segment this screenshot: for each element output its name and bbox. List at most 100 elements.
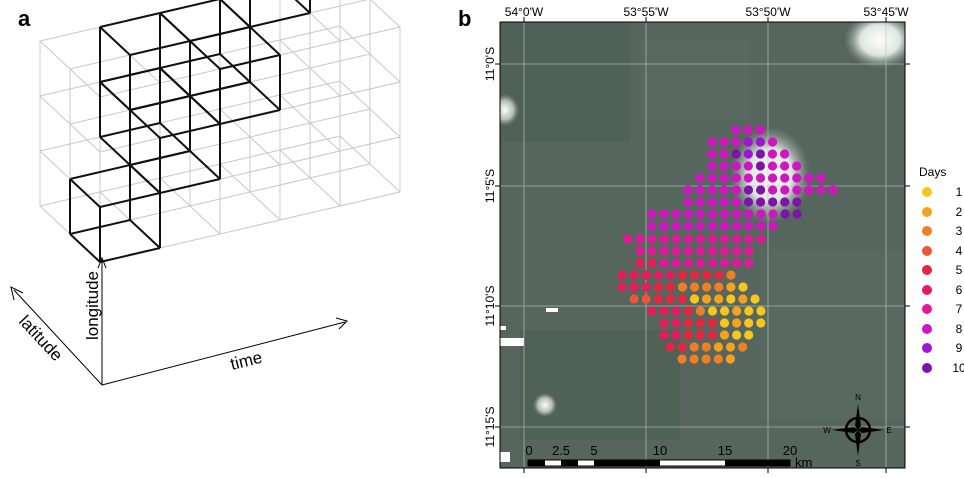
legend-item: 6 (919, 281, 964, 299)
fire-dot (714, 282, 724, 292)
fire-dot (804, 173, 814, 183)
fire-dot (792, 173, 802, 183)
fire-dot (713, 354, 723, 364)
fire-dot (732, 330, 742, 340)
fire-dot (731, 197, 742, 207)
fire-dot (683, 221, 693, 231)
fire-dot (720, 234, 730, 244)
fire-dot (738, 294, 748, 304)
legend-item: 10 (919, 359, 964, 377)
fire-dot (780, 209, 790, 219)
legend-label: 6 (955, 282, 963, 297)
fire-dot (720, 246, 730, 256)
fire-dot (714, 270, 724, 280)
fire-dot (707, 161, 717, 171)
fire-dot (671, 330, 681, 340)
scale-tick-label: 2.5 (552, 443, 570, 458)
fire-dot (671, 221, 681, 231)
legend-item: 5 (919, 261, 964, 279)
legend-title: Days (919, 165, 947, 179)
fire-dot (816, 185, 826, 195)
fire-dot (731, 149, 741, 159)
lon-tick-label: 53°45'W (863, 5, 909, 19)
fire-dot (768, 197, 778, 207)
fire-dot (708, 234, 718, 244)
fire-dot (696, 234, 706, 244)
fire-dot (659, 306, 669, 316)
fire-dot (671, 209, 681, 219)
fire-dot (641, 282, 651, 292)
fire-dot (743, 125, 753, 135)
fire-dot (671, 306, 681, 316)
compass-north: N (855, 393, 861, 402)
fire-dot (792, 209, 802, 219)
fire-dot (816, 173, 826, 183)
legend-swatch (922, 206, 932, 217)
fire-dot (677, 294, 688, 304)
legend-item: 8 (919, 320, 964, 338)
fire-dot (707, 197, 717, 207)
map-gridlines (500, 22, 905, 468)
fire-dot (683, 209, 693, 219)
highlighted-cubes (69, 0, 311, 263)
lon-tick-label: 54°0'W (505, 5, 544, 19)
legend-label: 2 (955, 204, 963, 219)
legend-swatch (922, 226, 932, 236)
fire-dot (732, 258, 742, 268)
fire-dot (635, 234, 645, 244)
fire-dot (641, 270, 651, 280)
legend-swatch (922, 323, 932, 334)
legend-label: 3 (955, 224, 963, 238)
fire-dot (756, 221, 766, 231)
compass-south: S (855, 459, 860, 468)
fire-dot (744, 318, 754, 328)
lat-tick-label: 11°0'S (483, 47, 497, 81)
compass-rose-icon: N S W E (823, 393, 891, 468)
fire-dot (719, 185, 729, 195)
fire-dot (665, 342, 675, 352)
fire-dot (714, 294, 724, 304)
legend-swatch (922, 304, 932, 314)
fire-dot (647, 258, 657, 268)
legend-label: 8 (955, 321, 963, 336)
legend-item: 1 (919, 183, 964, 201)
fire-dot (653, 282, 663, 292)
fire-dot (755, 173, 766, 183)
scale-tick-label: 20 (783, 443, 797, 458)
fire-dot (731, 125, 741, 135)
fire-dot (635, 246, 645, 256)
fire-dot (683, 185, 693, 195)
fire-dot (707, 209, 718, 219)
legend-label: 5 (955, 263, 963, 277)
fire-dot (744, 258, 754, 268)
axis-label-longitude: longitude (83, 271, 102, 340)
fire-dot (671, 258, 681, 268)
fire-dot (659, 234, 669, 244)
fire-dot (732, 246, 742, 256)
fire-dot (731, 173, 741, 183)
fire-dot (623, 234, 633, 244)
fire-dot (690, 270, 700, 280)
fire-dot (707, 149, 717, 159)
fire-dot (653, 294, 663, 304)
fire-dot (695, 306, 706, 316)
fire-dot (732, 318, 742, 328)
fire-dot (755, 161, 766, 171)
fire-dot (756, 209, 766, 219)
fire-dot (695, 221, 706, 231)
fire-dot (690, 282, 700, 292)
fire-dot (726, 270, 736, 280)
lat-tick-label: 11°5'S (483, 169, 497, 203)
legend-label: 10 (952, 360, 964, 375)
fire-dot (701, 342, 711, 352)
fire-dot (707, 185, 717, 195)
fire-dot (780, 185, 790, 195)
fire-dot (683, 306, 693, 316)
fire-dot (719, 149, 729, 159)
fire-dot (707, 330, 718, 340)
fire-detection-dots (617, 125, 838, 364)
fire-dot (744, 221, 754, 231)
fire-dot (780, 161, 790, 171)
fire-dot (695, 318, 705, 328)
